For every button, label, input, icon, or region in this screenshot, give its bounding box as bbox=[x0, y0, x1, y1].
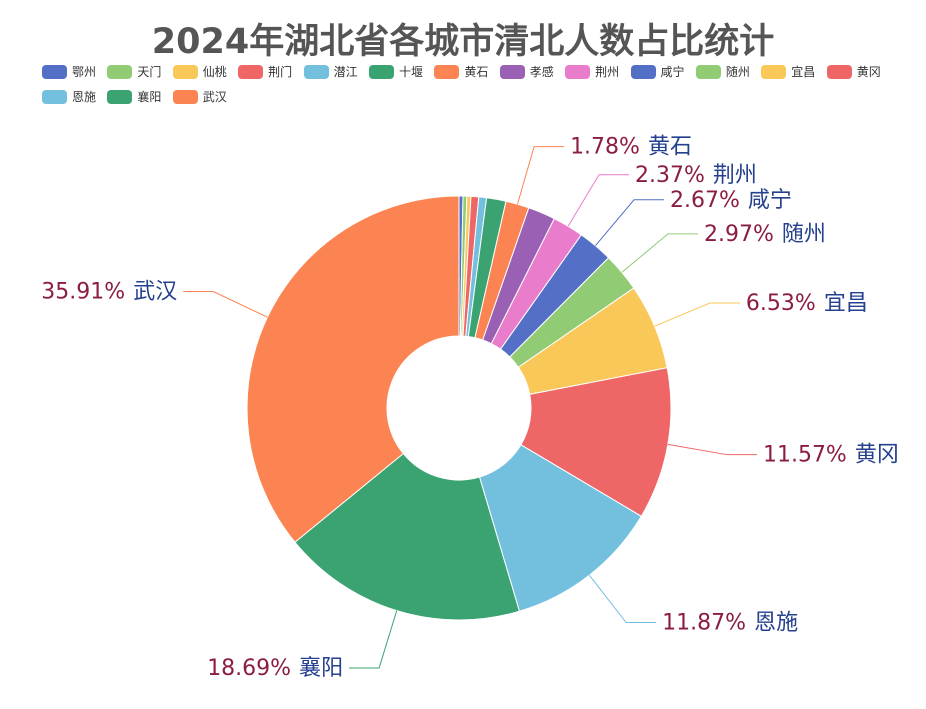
legend-swatch bbox=[434, 65, 460, 79]
label-line bbox=[621, 233, 698, 273]
data-label: 1.78% 黄石 bbox=[570, 134, 692, 159]
label-line bbox=[588, 574, 657, 624]
data-label-value: 1.78% bbox=[570, 134, 640, 159]
data-label-name: 随州 bbox=[782, 221, 826, 246]
legend-item[interactable]: 荆门 bbox=[238, 65, 292, 79]
data-labels: 1.78% 黄石 2.37% 荆州2.67% 咸宁 2.97% 随州 6.53% 宜昌 11.57… bbox=[41, 134, 899, 680]
data-label: 2.97% 随州 bbox=[704, 221, 826, 246]
data-label: 11.57% 黄冈 bbox=[763, 442, 899, 467]
data-label: 2.37% 荆州 bbox=[635, 162, 757, 187]
legend-swatch bbox=[42, 90, 67, 104]
legend-label: 黄石 bbox=[464, 65, 489, 79]
label-line bbox=[349, 610, 398, 669]
label-line bbox=[667, 443, 757, 456]
legend-swatch bbox=[303, 65, 329, 79]
legend-item[interactable]: 武汉 bbox=[172, 90, 227, 104]
chart-title: 2024年湖北省各城市清北人数占比统计 bbox=[151, 22, 775, 62]
data-label-value: 2.37% bbox=[635, 162, 705, 187]
legend-swatch bbox=[761, 65, 787, 79]
data-label-value: 11.87% bbox=[662, 610, 746, 635]
pie-slice[interactable] bbox=[520, 367, 672, 517]
legend-item[interactable]: 黄石 bbox=[434, 65, 488, 79]
legend-item[interactable]: 孝感 bbox=[499, 65, 554, 79]
data-label: 35.91% 武汉 bbox=[41, 279, 177, 304]
legend-label: 随州 bbox=[725, 65, 750, 79]
label-line bbox=[517, 146, 565, 205]
pie-slice[interactable] bbox=[294, 452, 521, 621]
data-label-value: 11.57% bbox=[763, 442, 847, 467]
data-label-value: 35.91% bbox=[41, 279, 125, 304]
legend-swatch bbox=[238, 65, 264, 79]
label-line bbox=[567, 174, 630, 227]
data-label: 11.87% 恩施 bbox=[662, 610, 798, 635]
legend-swatch bbox=[172, 90, 198, 104]
legend-swatch bbox=[368, 65, 394, 79]
legend-item[interactable]: 仙桃 bbox=[172, 65, 227, 79]
legend-label: 荆门 bbox=[268, 65, 293, 79]
legend-swatch bbox=[499, 65, 525, 79]
legend-item[interactable]: 咸宁 bbox=[630, 65, 685, 79]
legend-swatch bbox=[695, 65, 721, 79]
data-label-name: 咸宁 bbox=[748, 187, 792, 212]
data-label-name: 襄阳 bbox=[299, 656, 343, 681]
legend: 鄂州 天门 仙桃 荆门 潜江 十堰 黄石 孝感 荆州 咸宁 随州 宜昌 黄冈恩施 襄阳 武汉 bbox=[42, 65, 894, 104]
data-label-value: 2.67% bbox=[670, 187, 740, 212]
legend-label: 黄冈 bbox=[856, 65, 881, 79]
data-label-value: 18.69% bbox=[207, 656, 291, 681]
legend-label: 襄阳 bbox=[137, 90, 162, 104]
legend-label: 天门 bbox=[137, 65, 162, 79]
legend-item[interactable]: 鄂州 bbox=[42, 65, 96, 79]
data-label-value: 2.97% bbox=[704, 221, 774, 246]
label-line bbox=[183, 290, 268, 318]
legend-label: 恩施 bbox=[72, 90, 97, 104]
legend-label: 鄂州 bbox=[72, 65, 97, 79]
legend-item[interactable]: 潜江 bbox=[303, 65, 358, 79]
data-label-name: 黄冈 bbox=[855, 442, 899, 467]
legend-item[interactable]: 襄阳 bbox=[107, 90, 161, 104]
legend-swatch bbox=[107, 90, 133, 104]
legend-swatch bbox=[107, 65, 133, 79]
legend-item[interactable]: 宜昌 bbox=[761, 65, 815, 79]
legend-label: 武汉 bbox=[202, 90, 227, 104]
label-line bbox=[595, 199, 665, 247]
legend-item[interactable]: 十堰 bbox=[368, 65, 423, 79]
label-line bbox=[654, 302, 740, 327]
legend-item[interactable]: 恩施 bbox=[42, 90, 96, 104]
legend-label: 咸宁 bbox=[660, 65, 685, 79]
legend-item[interactable]: 天门 bbox=[107, 65, 161, 79]
pie-slice[interactable] bbox=[246, 195, 460, 543]
data-label-name: 宜昌 bbox=[824, 291, 868, 316]
data-label-name: 恩施 bbox=[754, 610, 798, 635]
legend-swatch bbox=[630, 65, 656, 79]
legend-item[interactable]: 随州 bbox=[695, 65, 750, 79]
legend-swatch bbox=[172, 65, 198, 79]
legend-item[interactable]: 黄冈 bbox=[826, 65, 881, 79]
legend-label: 十堰 bbox=[398, 65, 423, 79]
legend-label: 潜江 bbox=[333, 65, 358, 79]
legend-swatch bbox=[565, 65, 591, 79]
label-lines bbox=[183, 146, 757, 669]
legend-item[interactable]: 荆州 bbox=[565, 65, 619, 79]
legend-swatch bbox=[42, 65, 67, 79]
data-label-value: 6.53% bbox=[746, 291, 816, 316]
legend-label: 仙桃 bbox=[202, 65, 227, 79]
legend-label: 宜昌 bbox=[791, 65, 816, 79]
data-label-name: 武汉 bbox=[133, 279, 177, 304]
data-label-name: 黄石 bbox=[648, 134, 692, 159]
pie-slices bbox=[246, 195, 672, 621]
data-label: 2.67% 咸宁 bbox=[670, 187, 792, 212]
legend-label: 荆州 bbox=[595, 65, 620, 79]
data-label: 6.53% 宜昌 bbox=[746, 291, 868, 316]
pie-slice[interactable] bbox=[478, 444, 642, 612]
legend-swatch bbox=[826, 65, 852, 79]
legend-label: 孝感 bbox=[529, 65, 554, 79]
data-label: 18.69% 襄阳 bbox=[207, 656, 343, 681]
data-label-name: 荆州 bbox=[713, 162, 757, 187]
